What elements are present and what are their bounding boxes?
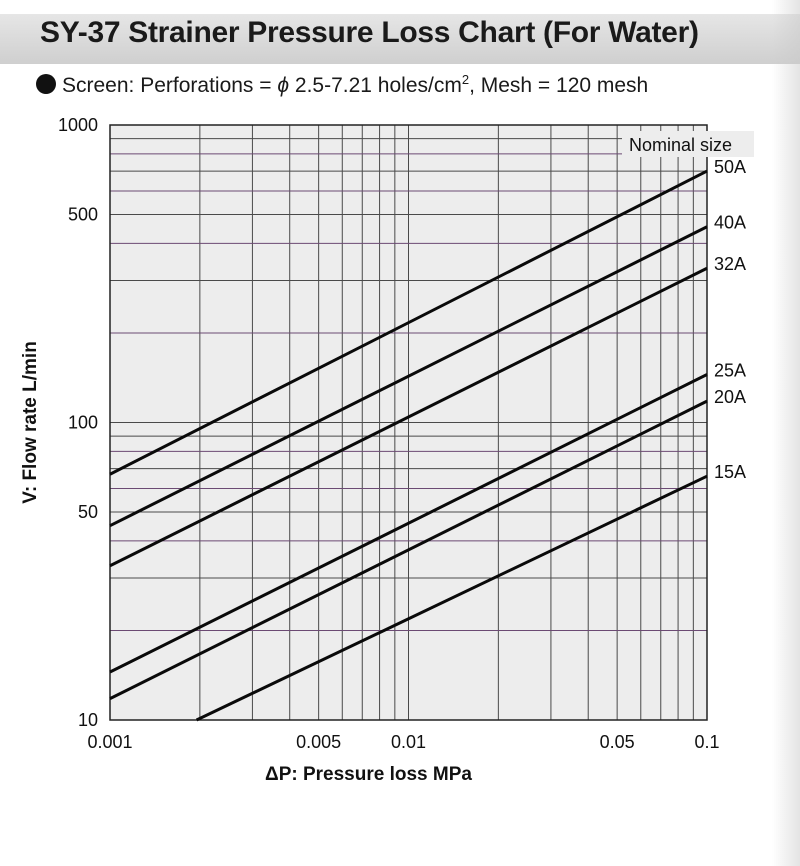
y-tick-label: 50 [78, 502, 98, 522]
series-line-32a [109, 266, 708, 568]
y-tick-label: 100 [68, 413, 98, 433]
y-axis-label: V: Flow rate L/min [20, 341, 41, 504]
subtitle-sup: 2 [461, 72, 470, 87]
series-label-15a: 15A [714, 462, 746, 482]
x-tick-label: 0.005 [296, 732, 341, 752]
chart-subtitle: Screen: Perforations = ϕ 2.5-7.21 holes/… [36, 72, 648, 98]
plot-border [109, 124, 708, 721]
series-label-50a: 50A [714, 157, 746, 177]
x-axis-label: ΔP: Pressure loss MPa [265, 764, 472, 785]
legend-title: Nominal size [629, 135, 732, 155]
series-line-50a [109, 169, 708, 476]
legend-title-bg [622, 131, 754, 157]
subtitle-suffix: , Mesh = 120 mesh [469, 74, 649, 97]
series-label-25a: 25A [714, 360, 746, 380]
series-line-15a [195, 474, 708, 722]
bullet-icon [36, 74, 56, 94]
page-title: SY-37 Strainer Pressure Loss Chart (For … [40, 16, 699, 49]
y-tick-label: 10 [78, 710, 98, 730]
series-label-40a: 40A [714, 213, 746, 233]
series-label-20a: 20A [714, 387, 746, 407]
subtitle-phi: ϕ [277, 74, 290, 97]
subtitle-prefix: Screen: Perforations = [62, 74, 278, 97]
series-line-20a [109, 399, 708, 700]
y-tick-label: 500 [68, 205, 98, 225]
x-tick-label: 0.01 [391, 732, 426, 752]
x-tick-label: 0.1 [694, 732, 719, 752]
title-band [0, 14, 800, 64]
subtitle-mid: 2.5-7.21 holes/cm [289, 74, 462, 97]
series-line-40a [109, 225, 708, 528]
x-tick-label: 0.05 [600, 732, 635, 752]
x-tick-label: 0.001 [87, 732, 132, 752]
series-line-25a [109, 373, 708, 674]
series-label-32a: 32A [714, 254, 746, 274]
y-tick-label: 1000 [58, 115, 98, 135]
